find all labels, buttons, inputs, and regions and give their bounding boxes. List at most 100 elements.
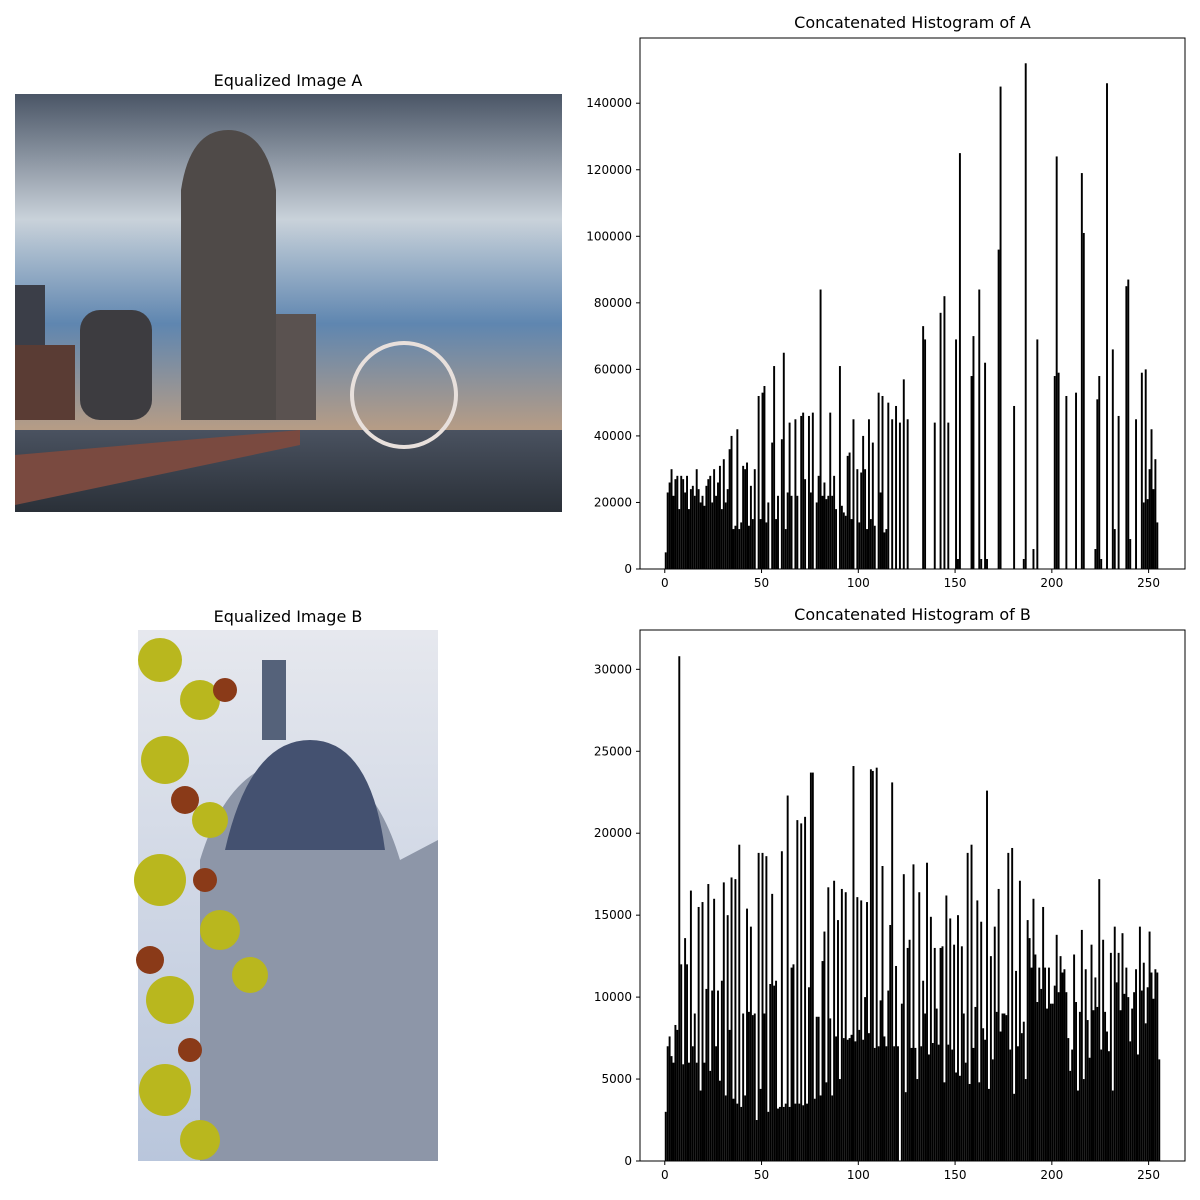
bar [811, 772, 814, 1161]
bar [664, 552, 667, 569]
bar [838, 366, 841, 569]
bar [734, 525, 737, 569]
x-tick-label: 200 [1040, 576, 1063, 590]
bar [871, 442, 874, 569]
bar [705, 988, 708, 1161]
bar [1020, 1033, 1023, 1161]
bar [939, 947, 942, 1161]
bar [1046, 1008, 1048, 1161]
x-tick-label: 150 [944, 576, 967, 590]
bar [689, 890, 692, 1161]
bar [678, 656, 681, 1161]
bar [1032, 549, 1035, 569]
bar [693, 1013, 696, 1161]
bar [749, 485, 752, 569]
bar [1102, 939, 1105, 1161]
bar [840, 505, 843, 569]
bar [881, 866, 884, 1161]
bar [718, 1080, 721, 1161]
bar [751, 519, 754, 569]
bar [837, 920, 839, 1161]
bar [980, 559, 983, 569]
bar [945, 895, 948, 1161]
bar [840, 888, 843, 1161]
bar [951, 1049, 954, 1161]
bar [678, 509, 681, 569]
y-tick-label: 80000 [594, 296, 632, 310]
bar [1146, 987, 1149, 1161]
bar [844, 892, 847, 1161]
bar [1107, 1051, 1110, 1161]
bar [771, 893, 774, 1161]
bar [1094, 977, 1097, 1161]
bar [1100, 1049, 1103, 1161]
bar [982, 1028, 985, 1161]
bar [858, 1029, 861, 1161]
bar [993, 926, 996, 1161]
bar [670, 469, 673, 569]
bar [1075, 392, 1078, 569]
bar [846, 455, 849, 569]
bar [746, 908, 748, 1161]
bar [751, 1015, 754, 1161]
bar [664, 1111, 667, 1161]
bar [680, 475, 683, 569]
bar [1127, 279, 1130, 569]
bar [850, 519, 853, 569]
bar [682, 1064, 685, 1161]
bar [1148, 931, 1151, 1161]
bar [717, 990, 719, 1161]
bar [922, 980, 925, 1161]
bar [842, 1038, 845, 1161]
bar [765, 522, 768, 569]
bar [914, 1047, 917, 1161]
bar [1059, 956, 1062, 1161]
bar [957, 559, 959, 569]
bar [726, 489, 729, 569]
bar [1011, 847, 1014, 1161]
bar [780, 439, 783, 569]
bar [885, 1046, 888, 1161]
bar [817, 1016, 820, 1161]
bar [866, 529, 868, 569]
bar [734, 879, 737, 1161]
bar [850, 1034, 853, 1161]
bar [711, 990, 714, 1161]
bar [984, 362, 987, 569]
bar [1111, 1090, 1114, 1161]
bar [1125, 286, 1128, 569]
bar [862, 1039, 865, 1161]
bar [999, 86, 1002, 569]
bar [1115, 982, 1118, 1161]
bar [724, 502, 727, 569]
bar [796, 495, 799, 569]
bar [707, 479, 710, 569]
bar [1040, 988, 1043, 1161]
bar [684, 938, 687, 1161]
bar [833, 880, 836, 1161]
bar [684, 492, 687, 569]
bar [815, 502, 818, 569]
bar [1117, 952, 1120, 1161]
bar [777, 495, 779, 569]
bar [1125, 967, 1128, 1161]
bar [960, 946, 963, 1161]
histogram-bars [664, 656, 1161, 1161]
bar [891, 419, 894, 569]
bar [1034, 954, 1037, 1161]
bar [1152, 489, 1155, 569]
bar [1022, 559, 1025, 569]
bar [761, 852, 764, 1161]
bar [1003, 1013, 1006, 1161]
bar [687, 1062, 690, 1161]
bar [877, 1046, 880, 1161]
bar [666, 1046, 669, 1161]
bar [1036, 339, 1039, 569]
bar [703, 1062, 706, 1161]
bar [773, 985, 776, 1161]
bar [1104, 1011, 1107, 1161]
bar [1024, 63, 1027, 570]
bar [825, 1082, 828, 1161]
bar [713, 898, 716, 1161]
bar [744, 1095, 747, 1161]
